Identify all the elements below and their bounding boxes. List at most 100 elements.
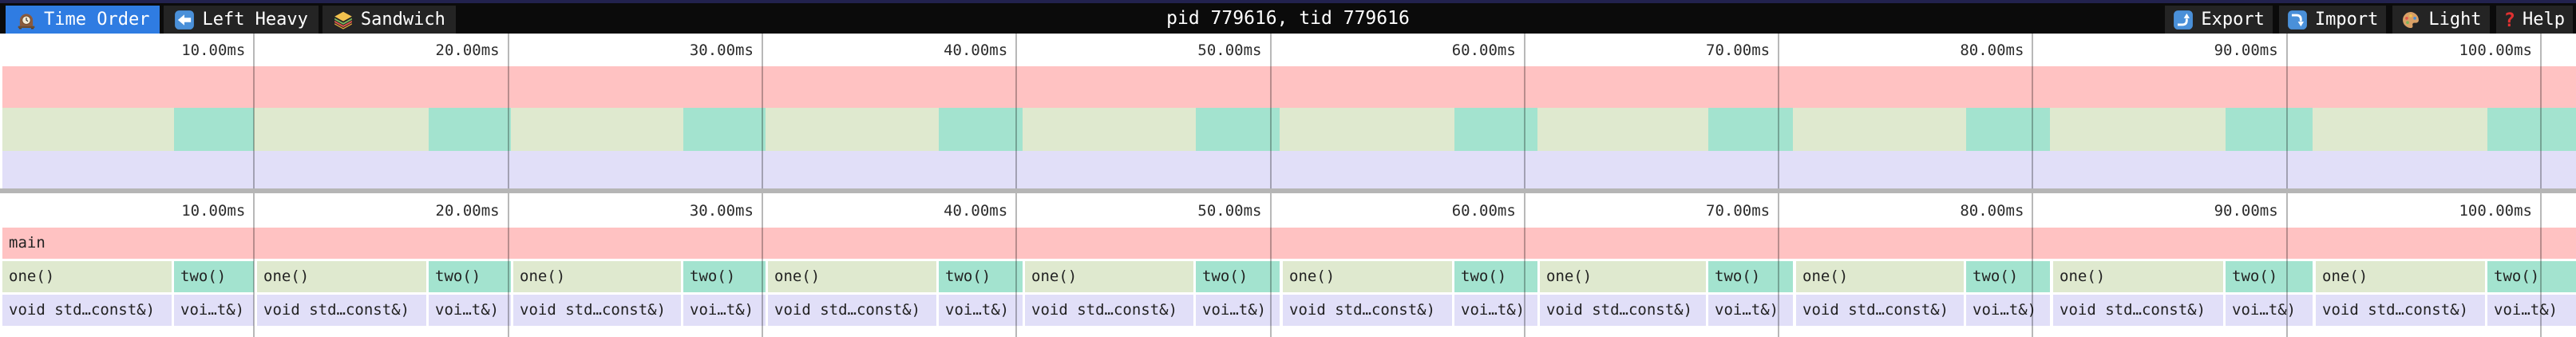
minimap-frame-two[interactable]	[683, 108, 766, 151]
ruler-tick-label: 80.00ms	[1960, 41, 2024, 59]
ruler-tick-label: 80.00ms	[1960, 201, 2024, 220]
minimap-frame-two[interactable]	[174, 108, 254, 151]
window-top-border	[0, 0, 2576, 3]
ruler-tick-label: 30.00ms	[689, 201, 754, 220]
minimap-frame-main[interactable]	[2, 66, 2576, 108]
tab-label: Sandwich	[360, 10, 445, 30]
frame-two[interactable]: two()	[683, 261, 766, 292]
frame-two-child[interactable]: voi…t&)	[939, 295, 1023, 326]
frame-two-child[interactable]: voi…t&)	[1454, 295, 1537, 326]
tab-label: Time Order	[44, 10, 150, 30]
frame-two[interactable]: two()	[429, 261, 511, 292]
action-label: Light	[2428, 10, 2482, 30]
minimap-band-leaf[interactable]	[2, 151, 2576, 188]
import-button[interactable]: Import	[2278, 6, 2387, 34]
frame-one[interactable]: one()	[1796, 261, 1964, 292]
clock-icon	[16, 10, 37, 30]
frame-one[interactable]: one()	[2, 261, 172, 292]
frame-two[interactable]: two()	[1454, 261, 1537, 292]
ruler-tick-label: 20.00ms	[435, 41, 500, 59]
minimap-frame-two[interactable]	[1454, 108, 1537, 151]
frame-one[interactable]: one()	[2316, 261, 2485, 292]
frame-one-child[interactable]: void std…const&)	[768, 295, 936, 326]
tab-label: Left Heavy	[202, 10, 308, 30]
frame-one-child[interactable]: void std…const&)	[2316, 295, 2485, 326]
tab-left-heavy[interactable]: Left Heavy	[164, 6, 319, 34]
left-arrow-icon	[174, 10, 195, 30]
ruler-tick-label: 40.00ms	[944, 41, 1008, 59]
frame-one-child[interactable]: void std…const&)	[1025, 295, 1193, 326]
frame-one[interactable]: one()	[513, 261, 681, 292]
frame-one-child[interactable]: void std…const&)	[1796, 295, 1964, 326]
minimap-separator	[0, 188, 2576, 193]
frame-two-child[interactable]: voi…t&)	[1196, 295, 1280, 326]
frame-two-child[interactable]: voi…t&)	[1966, 295, 2050, 326]
tab-sandwich[interactable]: Sandwich	[322, 6, 456, 34]
ruler-tick-label: 10.00ms	[181, 201, 246, 220]
frame-two[interactable]: two()	[2226, 261, 2313, 292]
frame-one-child[interactable]: void std…const&)	[1283, 295, 1452, 326]
frame-one[interactable]: one()	[768, 261, 936, 292]
frame-one[interactable]: one()	[1283, 261, 1452, 292]
minimap-frame-two[interactable]	[1966, 108, 2050, 151]
toolbar-actions: Export Import Light ? Help	[2165, 6, 2573, 34]
question-icon: ?	[2503, 8, 2516, 31]
ruler-tick-label: 50.00ms	[1197, 41, 1262, 59]
frame-one-child[interactable]: void std…const&)	[2, 295, 172, 326]
ruler-tick-label: 20.00ms	[435, 201, 500, 220]
sandwich-icon	[333, 10, 354, 30]
action-label: Export	[2201, 10, 2265, 30]
export-icon	[2173, 10, 2194, 30]
view-tabs: Time Order Left Heavy Sandwich	[6, 6, 456, 34]
frame-two-child[interactable]: voi…t&)	[429, 295, 511, 326]
import-icon	[2287, 10, 2308, 30]
frame-two[interactable]: two()	[1196, 261, 1280, 292]
frame-two[interactable]: two()	[2487, 261, 2576, 292]
frame-two-child[interactable]: voi…t&)	[683, 295, 766, 326]
main-time-ruler[interactable]: 10.00ms 20.00ms 30.00ms 40.00ms 50.00ms 60.00…	[0, 193, 2576, 228]
frame-two[interactable]: two()	[174, 261, 254, 292]
minimap-frame-two[interactable]	[2226, 108, 2313, 151]
ruler-tick-label: 60.00ms	[1451, 201, 1516, 220]
frame-two-child[interactable]: voi…t&)	[2487, 295, 2576, 326]
minimap-frame-two[interactable]	[1196, 108, 1280, 151]
frame-one-child[interactable]: void std…const&)	[513, 295, 681, 326]
frame-one-child[interactable]: void std…const&)	[2053, 295, 2223, 326]
ruler-tick-label: 100.00ms	[2459, 41, 2532, 59]
toolbar: Time Order Left Heavy Sandwich pid 77961…	[0, 3, 2576, 34]
theme-toggle-button[interactable]: Light	[2392, 6, 2490, 34]
frame-two-child[interactable]: voi…t&)	[174, 295, 254, 326]
frame-one[interactable]: one()	[2053, 261, 2223, 292]
help-button[interactable]: ? Help	[2495, 6, 2573, 34]
ruler-tick-label: 70.00ms	[1706, 41, 1771, 59]
ruler-tick-label: 70.00ms	[1706, 201, 1771, 220]
ruler-tick-label: 90.00ms	[2214, 201, 2278, 220]
action-label: Import	[2314, 10, 2379, 30]
frame-one-child[interactable]: void std…const&)	[257, 295, 426, 326]
minimap-frame-two[interactable]	[2487, 108, 2576, 151]
tab-time-order[interactable]: Time Order	[6, 6, 160, 34]
frame-two-child[interactable]: voi…t&)	[2226, 295, 2313, 326]
frame-one[interactable]: one()	[257, 261, 426, 292]
minimap-band-calls[interactable]	[2, 108, 2576, 151]
frame-two-child[interactable]: voi…t&)	[1708, 295, 1793, 326]
frame-one[interactable]: one()	[1025, 261, 1193, 292]
ruler-tick-label: 90.00ms	[2214, 41, 2278, 59]
flamegraph[interactable]: main one() two() void std…const&) voi…t&) one…	[0, 228, 2576, 337]
ruler-tick-label: 60.00ms	[1451, 41, 1516, 59]
minimap[interactable]	[0, 66, 2576, 188]
minimap-frame-two[interactable]	[429, 108, 511, 151]
minimap-time-ruler[interactable]: 10.00ms 20.00ms 30.00ms 40.00ms 50.00ms 60.00…	[0, 34, 2576, 66]
frame-one-child[interactable]: void std…const&)	[1540, 295, 1706, 326]
frame-main[interactable]: main	[2, 228, 2576, 259]
frame-two[interactable]: two()	[1966, 261, 2050, 292]
export-button[interactable]: Export	[2165, 6, 2273, 34]
frame-one[interactable]: one()	[1540, 261, 1706, 292]
frame-two[interactable]: two()	[939, 261, 1023, 292]
minimap-frame-two[interactable]	[939, 108, 1023, 151]
minimap-frame-two[interactable]	[1708, 108, 1793, 151]
palette-icon	[2400, 10, 2421, 30]
frame-two[interactable]: two()	[1708, 261, 1793, 292]
ruler-tick-label: 10.00ms	[181, 41, 246, 59]
